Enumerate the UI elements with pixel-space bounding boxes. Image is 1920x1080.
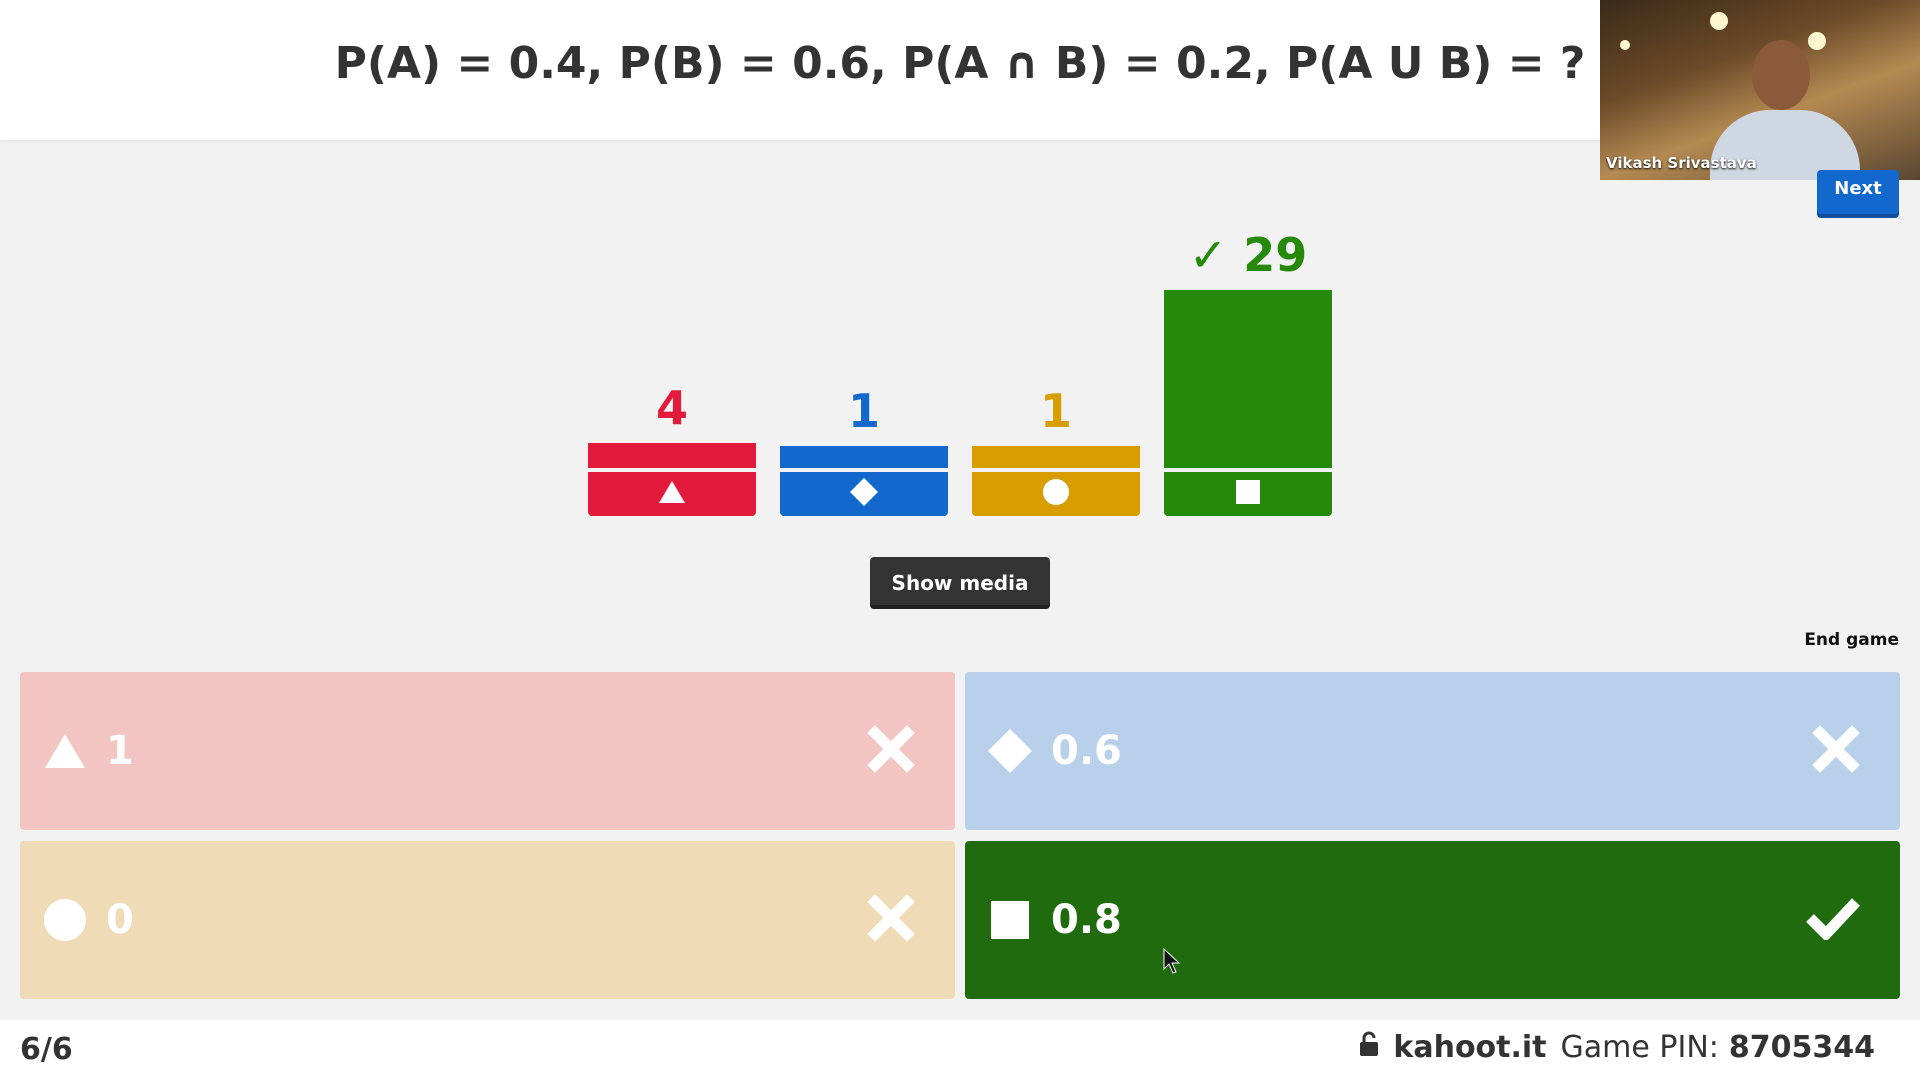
question-counter: 6/6 xyxy=(20,1032,73,1067)
square-icon xyxy=(985,895,1035,945)
bar-circle xyxy=(972,446,1140,468)
wrong-cross-icon xyxy=(1812,725,1860,777)
end-game-link[interactable]: End game xyxy=(1804,630,1899,650)
bar-count-label: 1 xyxy=(1039,384,1072,438)
bar-base-circle xyxy=(972,472,1140,516)
answer-text: 1 xyxy=(106,728,134,774)
game-pin-value: 8705344 xyxy=(1728,1030,1875,1065)
site-name: kahoot.it xyxy=(1393,1030,1547,1065)
game-pin-label: Game PIN: xyxy=(1560,1030,1719,1065)
webcam-overlay: Vikash Srivastava xyxy=(1600,0,1920,180)
results-chart: 4 1 1 ✓ 29 xyxy=(588,228,1332,516)
triangle-icon xyxy=(40,726,90,776)
webcam-name: Vikash Srivastava xyxy=(1606,154,1757,172)
bar-triangle xyxy=(588,443,756,468)
bar-count-label: 1 xyxy=(847,384,880,438)
ceiling-light xyxy=(1710,12,1728,30)
mouse-cursor-icon xyxy=(1163,947,1181,978)
diamond-icon xyxy=(985,726,1035,776)
bar-base-triangle xyxy=(588,472,756,516)
lock-icon xyxy=(1359,1030,1379,1065)
answer-tile-triangle[interactable]: 1 xyxy=(20,672,955,830)
game-pin-area: kahoot.it Game PIN: 8705344 xyxy=(1359,1030,1875,1065)
answer-tile-diamond[interactable]: 0.6 xyxy=(965,672,1900,830)
bar-base-square xyxy=(1164,472,1332,516)
bar-count-label: 4 xyxy=(655,381,688,435)
ceiling-light xyxy=(1808,32,1826,50)
answer-text: 0.8 xyxy=(1051,897,1122,943)
footer-bar: 6/6 kahoot.it Game PIN: 8705344 xyxy=(0,1020,1920,1080)
wrong-cross-icon xyxy=(867,725,915,777)
presenter-body xyxy=(1710,110,1860,180)
bar-square xyxy=(1164,290,1332,468)
bar-base-diamond xyxy=(780,472,948,516)
triangle-icon xyxy=(658,480,686,508)
show-media-button[interactable]: Show media xyxy=(870,557,1050,609)
bar-diamond xyxy=(780,446,948,468)
answer-text: 0 xyxy=(106,897,134,943)
bar-count-label: ✓ 29 xyxy=(1188,228,1308,282)
answer-text: 0.6 xyxy=(1051,728,1122,774)
circle-icon xyxy=(40,895,90,945)
answer-tile-circle[interactable]: 0 xyxy=(20,841,955,999)
question-title: P(A) = 0.4, P(B) = 0.6, P(A ∩ B) = 0.2, … xyxy=(334,38,1586,89)
circle-icon xyxy=(1042,478,1070,510)
answer-tile-square[interactable]: 0.8 xyxy=(965,841,1900,999)
presenter-head xyxy=(1752,40,1810,110)
wrong-cross-icon xyxy=(867,894,915,946)
next-button[interactable]: Next xyxy=(1817,170,1899,218)
ceiling-light xyxy=(1620,40,1630,50)
correct-check-icon xyxy=(1806,896,1861,944)
diamond-icon xyxy=(849,477,879,511)
square-icon xyxy=(1236,480,1260,508)
